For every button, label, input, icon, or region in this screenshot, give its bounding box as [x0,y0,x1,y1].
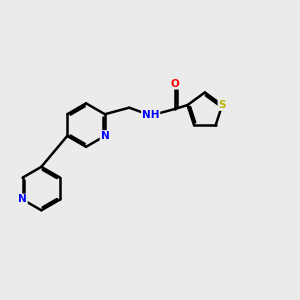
Text: O: O [171,79,179,89]
Text: S: S [218,100,226,110]
Text: N: N [18,194,27,204]
Text: N: N [100,131,109,141]
Text: NH: NH [142,110,159,121]
